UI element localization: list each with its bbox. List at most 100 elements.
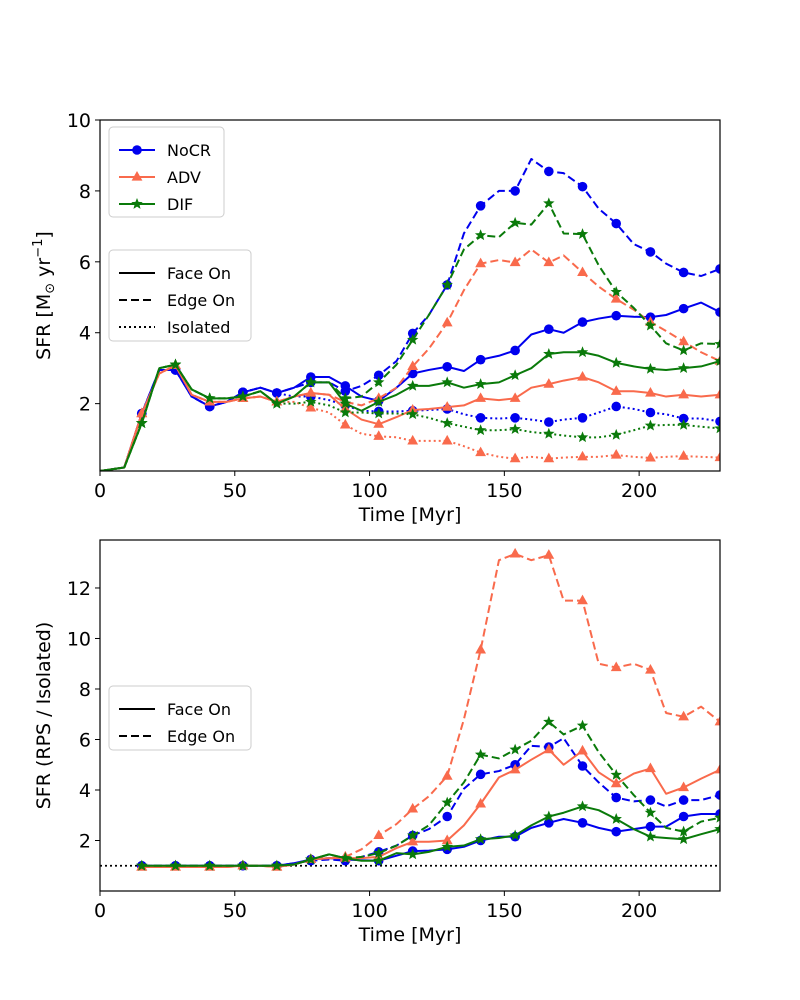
y-tick-label: 6: [79, 252, 91, 274]
x-tick-label: 50: [223, 480, 247, 502]
data-point: [577, 594, 588, 605]
y-tick-label: 2: [79, 830, 91, 852]
data-point: [406, 848, 419, 860]
data-point: [543, 452, 555, 463]
legend-item-edge-on: Edge On: [119, 291, 235, 310]
legend-label: ADV: [167, 168, 201, 187]
data-point: [373, 376, 385, 388]
data-point: [678, 335, 690, 346]
data-point: [714, 338, 720, 349]
legend-label: DIF: [167, 195, 193, 214]
data-point: [610, 777, 622, 788]
data-point: [441, 417, 453, 428]
data-point: [237, 859, 249, 871]
data-point: [406, 408, 419, 420]
data-point: [339, 852, 352, 864]
y-tick-label: 6: [79, 729, 91, 751]
series-dif-solid: [136, 800, 720, 871]
data-point: [610, 293, 622, 303]
data-point: [339, 418, 351, 429]
legend-frame: [108, 685, 252, 751]
legend-item-nocr: NoCR: [119, 141, 211, 160]
data-point: [441, 278, 453, 290]
legend-label: Edge On: [167, 727, 235, 746]
data-point: [510, 186, 520, 196]
data-point: [509, 829, 521, 841]
x-tick-label: 100: [351, 900, 387, 922]
x-tick-label: 200: [621, 900, 657, 922]
data-point: [610, 661, 622, 672]
data-point: [544, 417, 554, 427]
data-point: [644, 319, 657, 331]
data-point: [576, 346, 589, 358]
data-point: [474, 229, 487, 241]
data-point: [373, 847, 385, 858]
data-point: [714, 451, 720, 462]
ylabel-exp: −1: [31, 239, 46, 258]
data-point: [136, 859, 148, 871]
legend-label: Face On: [167, 700, 231, 719]
data-point: [475, 643, 487, 654]
data-point: [678, 450, 690, 460]
data-point: [441, 376, 453, 388]
legend-marker: [132, 145, 142, 155]
data-point: [610, 813, 622, 824]
data-point: [543, 427, 555, 439]
y-tick-label: 10: [67, 110, 91, 132]
data-point: [509, 256, 521, 267]
x-tick-label: 0: [94, 900, 106, 922]
y-tick-label: 2: [79, 394, 91, 416]
data-point: [441, 770, 453, 780]
y-tick-label: 4: [79, 323, 91, 345]
data-point: [441, 796, 453, 808]
y-axis-label: SFR [M⊙ yr−1]: [31, 231, 58, 360]
legend-models: NoCR ADV DIF: [108, 126, 225, 218]
data-point: [272, 388, 282, 398]
data-point: [645, 247, 656, 257]
ylabel-unit: yr: [33, 258, 55, 283]
data-point: [441, 834, 453, 845]
data-point: [509, 547, 521, 558]
data-point: [474, 748, 487, 760]
data-point: [544, 166, 554, 177]
data-point: [543, 549, 555, 559]
data-point: [340, 386, 351, 397]
x-tick-label: 0: [94, 480, 106, 502]
x-tick-label: 150: [486, 900, 522, 922]
data-point: [678, 267, 689, 278]
legend-item-adv: ADV: [119, 168, 201, 187]
data-point: [576, 800, 589, 812]
data-point: [509, 423, 521, 435]
data-point: [169, 859, 182, 871]
panel-1: 0 50 100 150 200 2 4 6 8 10 Time [Myr] SFR [M⊙ yr−1…: [31, 110, 721, 526]
data-point: [305, 401, 317, 412]
data-point: [441, 316, 453, 327]
data-point: [406, 379, 419, 391]
data-point: [714, 422, 720, 434]
data-point: [442, 361, 453, 372]
data-point: [339, 397, 352, 409]
data-point: [509, 763, 521, 774]
data-point: [407, 434, 419, 445]
data-point: [715, 416, 720, 427]
data-point: [576, 228, 589, 240]
data-point: [475, 797, 487, 808]
data-point: [611, 401, 622, 412]
data-point: [645, 387, 656, 397]
data-point: [645, 407, 656, 418]
data-point: [645, 821, 656, 832]
legend-label: Face On: [167, 264, 231, 283]
data-point: [610, 356, 622, 368]
data-point: [509, 452, 521, 463]
y-tick-label: 10: [67, 628, 91, 650]
data-point: [339, 406, 352, 418]
data-point: [677, 344, 690, 356]
data-point: [271, 397, 283, 409]
data-point: [373, 418, 385, 428]
data-point: [677, 418, 690, 430]
data-point: [305, 853, 317, 865]
ylabel-close: ]: [33, 231, 55, 238]
data-point: [577, 371, 588, 381]
data-point: [611, 310, 622, 321]
